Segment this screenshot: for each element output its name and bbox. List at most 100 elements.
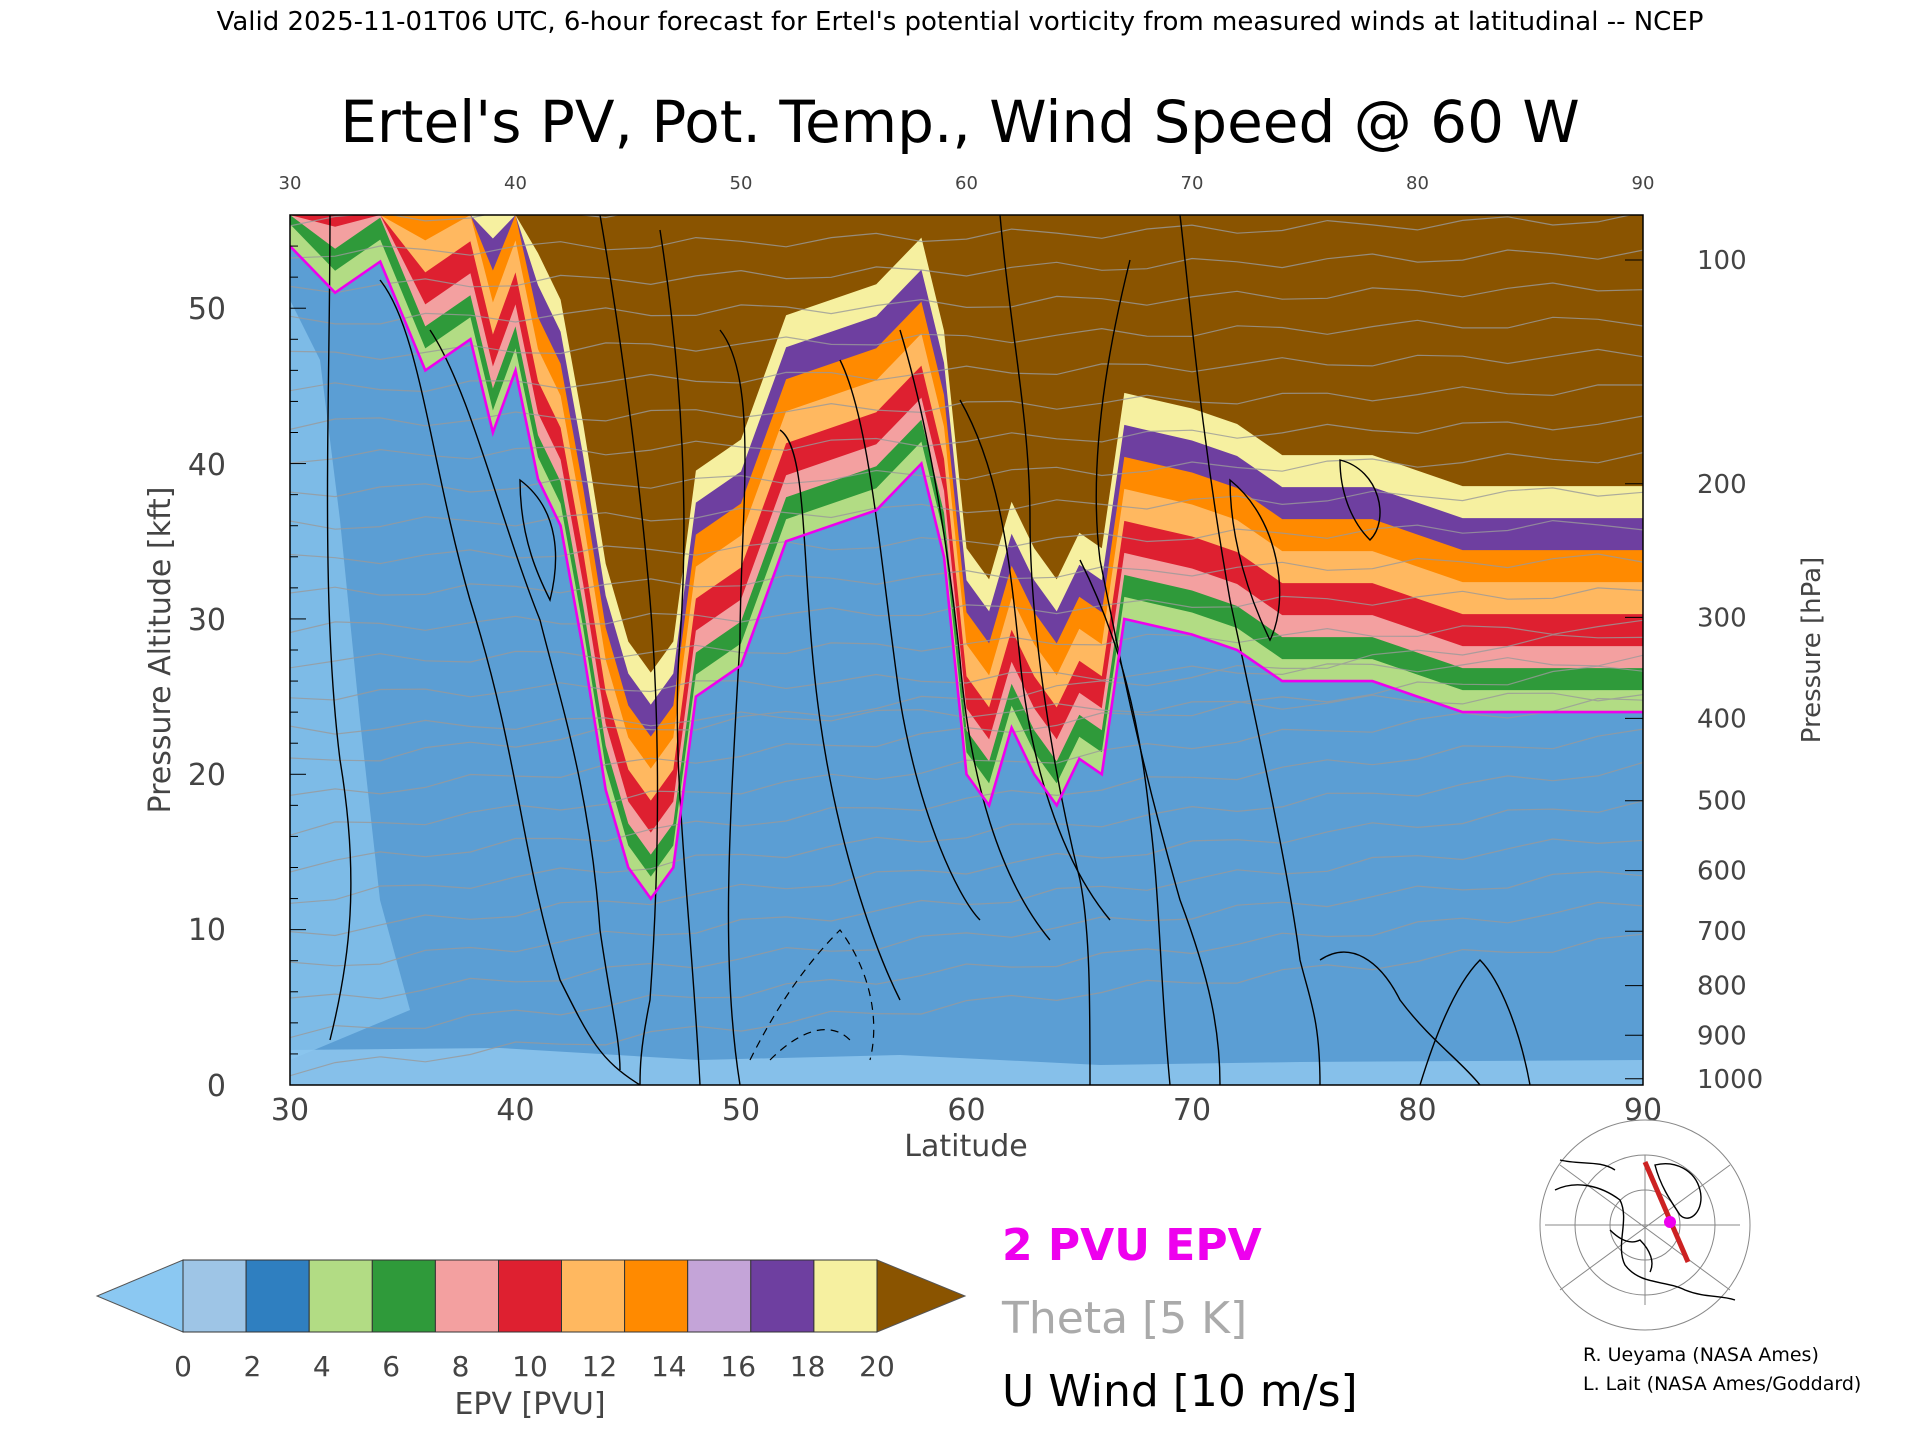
credit-line-1: R. Ueyama (NASA Ames) [1583, 1344, 1819, 1366]
plot-area [290, 215, 1643, 1085]
theta-contour [290, 654, 1643, 701]
theta-contour [290, 452, 1643, 498]
theta-contour [290, 634, 1643, 762]
theta-contour [290, 282, 1643, 325]
colorbar-tick-label: 14 [651, 1350, 687, 1383]
y-tick-label: 10 [188, 913, 226, 948]
theta-contour [290, 316, 1643, 361]
theta-contour [290, 487, 1643, 530]
theta-contour [290, 519, 1643, 565]
colorbar-tick-label: 0 [174, 1350, 192, 1383]
pressure-tick-label: 300 [1697, 603, 1747, 633]
colorbar-tick-label: 16 [720, 1350, 756, 1383]
pressure-tick-label: 100 [1697, 246, 1747, 276]
colorbar-segment [687, 1259, 752, 1333]
u-wind-easterly-contours [749, 929, 875, 1061]
top-tick-label: 80 [1406, 173, 1429, 194]
colorbar-over-arrow [876, 1259, 967, 1333]
cross-section-marker [1664, 1216, 1676, 1228]
u-wind-contour [379, 279, 641, 1085]
theta-contour [290, 384, 1643, 430]
theta-contour [290, 800, 1643, 937]
u-wind-contour [899, 329, 1051, 941]
left-minor-ticks [290, 214, 306, 1086]
legend-theta: Theta [5 K] [1001, 1293, 1247, 1344]
colorbar-tick-label: 10 [512, 1350, 548, 1383]
graticule-circle [1539, 1119, 1751, 1331]
colorbar-tick-label: 18 [790, 1350, 826, 1383]
colorbar-tick-label: 8 [452, 1350, 470, 1383]
right-pressure-ticks [1625, 259, 1643, 1080]
top-tick-label: 60 [955, 173, 978, 194]
pressure-tick-label: 800 [1697, 972, 1747, 1002]
top-tick-label: 40 [504, 173, 527, 194]
x-tick-label: 30 [271, 1093, 309, 1128]
cross-section-track [1642, 1161, 1691, 1263]
y-tick-label: 20 [188, 758, 226, 793]
y-tick-label: 50 [188, 292, 226, 327]
locator-map-frame [1545, 1155, 1740, 1305]
x-tick-label: 60 [947, 1093, 985, 1128]
x-tick-label: 90 [1624, 1093, 1662, 1128]
locator-map [1539, 1119, 1751, 1331]
theta-contour [290, 761, 1643, 904]
u-wind-contour [1179, 215, 1321, 1085]
colorbar-label: EPV [PVU] [454, 1387, 605, 1422]
colorbar-segment [434, 1259, 499, 1333]
top-axis: 30 40 50 60 70 80 90 [279, 173, 1655, 194]
top-tick-label: 30 [279, 173, 302, 194]
pressure-tick-label: 600 [1697, 857, 1747, 887]
theta-contour [290, 870, 1643, 1000]
theta-contours [290, 215, 1643, 1077]
colorbar-tick-label: 12 [582, 1350, 618, 1383]
theta-contour [290, 553, 1643, 596]
coastline [1554, 1184, 1736, 1301]
u-wind-contour [1079, 559, 1171, 1085]
y-axis-right: 100 200 300 400 500 600 700 800 900 1000 [1697, 246, 1763, 1095]
stratosphere-bands [290, 215, 1643, 899]
theta-contour [290, 619, 1643, 669]
y-tick-label: 40 [188, 448, 226, 483]
pressure-tick-label: 500 [1697, 787, 1747, 817]
colorbar: 0 2 4 6 8 10 12 14 16 18 20 [95, 1259, 967, 1383]
y-axis-right-label: Pressure [hPa] [1797, 557, 1827, 744]
u-wind-contour [326, 215, 352, 1041]
u-wind-contour [519, 478, 557, 603]
y-axis-left-label: Pressure Altitude [kft] [143, 487, 178, 814]
theta-contour [290, 215, 1633, 259]
x-tick-label: 40 [496, 1093, 534, 1128]
u-wind-contour [999, 215, 1091, 1085]
x-tick-label: 50 [722, 1093, 760, 1128]
stratosphere-band [290, 215, 1643, 673]
forecast-header: Valid 2025-11-01T06 UTC, 6-hour forecast… [217, 7, 1704, 37]
theta-contour [290, 665, 1643, 796]
colorbar-segment [308, 1259, 373, 1333]
theta-contour [290, 838, 1643, 967]
theta-contour [290, 728, 1643, 873]
u-wind-contour [1319, 951, 1481, 1085]
u-wind-contour [959, 399, 1111, 921]
colorbar-tick-label: 2 [243, 1350, 261, 1383]
theta-contour [290, 249, 1643, 294]
theta-contour [290, 697, 1643, 836]
colorbar-tick-label: 4 [313, 1350, 331, 1383]
colorbar-tick-label: 20 [859, 1350, 895, 1383]
u-wind-contour [659, 229, 701, 1085]
colorbar-tick-label: 6 [382, 1350, 400, 1383]
pressure-tick-label: 1000 [1697, 1065, 1763, 1095]
u-wind-contour [429, 329, 621, 1071]
graticule-meridian [1559, 1164, 1731, 1291]
u-wind-contour [839, 359, 981, 921]
u-wind-contour [1419, 959, 1531, 1085]
colorbar-segment [750, 1259, 815, 1333]
u-wind-contour [719, 329, 746, 1085]
theta-contour [290, 933, 1643, 1077]
y-tick-label: 30 [188, 603, 226, 638]
pressure-tick-label: 200 [1697, 470, 1747, 500]
y-tick-label: 0 [207, 1069, 226, 1104]
u-wind-contour [1339, 459, 1381, 541]
pressure-tick-label: 900 [1697, 1021, 1747, 1051]
tropopause-2pvu-line [290, 245, 1643, 901]
colorbar-segment [498, 1259, 563, 1333]
